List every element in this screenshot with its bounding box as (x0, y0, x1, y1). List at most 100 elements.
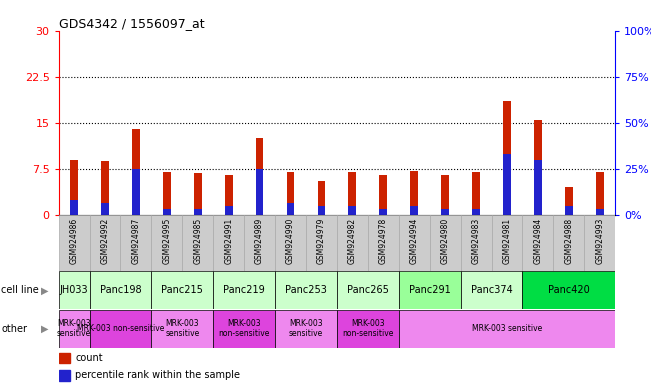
Bar (596, 172, 603, 215)
Text: Panc253: Panc253 (285, 285, 327, 295)
Bar (441, 209, 449, 215)
Text: GSM924978: GSM924978 (379, 218, 388, 264)
Bar (318, 181, 326, 215)
Text: Panc198: Panc198 (100, 285, 141, 295)
Bar (132, 169, 140, 215)
Text: GSM924981: GSM924981 (503, 218, 512, 264)
Bar (430, 215, 460, 271)
Bar (492, 215, 522, 271)
Bar (503, 101, 511, 215)
Bar (101, 161, 109, 215)
Text: GSM924995: GSM924995 (162, 218, 171, 264)
Bar (151, 310, 213, 348)
Bar (337, 310, 398, 348)
Bar (59, 271, 89, 309)
Bar (565, 206, 573, 215)
Bar (89, 215, 120, 271)
Bar (89, 271, 151, 309)
Bar (584, 215, 615, 271)
Text: MRK-003 non-sensitive: MRK-003 non-sensitive (77, 324, 164, 333)
Text: GSM924989: GSM924989 (255, 218, 264, 264)
Text: GDS4342 / 1556097_at: GDS4342 / 1556097_at (59, 17, 204, 30)
Text: MRK-003 sensitive: MRK-003 sensitive (472, 324, 542, 333)
Text: Panc374: Panc374 (471, 285, 512, 295)
Text: Panc215: Panc215 (161, 285, 203, 295)
Bar (89, 310, 151, 348)
Text: GSM924994: GSM924994 (409, 218, 419, 264)
Bar (410, 206, 418, 215)
Bar (398, 310, 615, 348)
Text: percentile rank within the sample: percentile rank within the sample (76, 370, 240, 381)
Bar (460, 271, 522, 309)
Bar (522, 271, 615, 309)
Text: MRK-003
non-sensitive: MRK-003 non-sensitive (342, 319, 393, 338)
Bar (70, 200, 78, 215)
Text: count: count (76, 353, 103, 363)
Bar (286, 172, 294, 215)
Bar (101, 203, 109, 215)
Text: Panc420: Panc420 (548, 285, 590, 295)
Bar (163, 172, 171, 215)
Bar (120, 215, 151, 271)
Bar (306, 215, 337, 271)
Bar (132, 129, 140, 215)
Bar (398, 215, 430, 271)
Bar (194, 209, 202, 215)
Text: MRK-003
sensitive: MRK-003 sensitive (289, 319, 323, 338)
Bar (380, 175, 387, 215)
Bar (534, 160, 542, 215)
Bar (275, 271, 337, 309)
Text: MRK-003
non-sensitive: MRK-003 non-sensitive (219, 319, 270, 338)
Text: GSM924980: GSM924980 (441, 218, 450, 264)
Bar (59, 353, 70, 363)
Text: GSM924982: GSM924982 (348, 218, 357, 264)
Bar (182, 215, 213, 271)
Bar (244, 215, 275, 271)
Bar (194, 173, 202, 215)
Bar (460, 215, 492, 271)
Bar (275, 310, 337, 348)
Bar (225, 206, 232, 215)
Bar (380, 209, 387, 215)
Bar (59, 310, 89, 348)
Bar (213, 310, 275, 348)
Text: cell line: cell line (1, 285, 39, 295)
Bar (151, 271, 213, 309)
Bar (368, 215, 398, 271)
Text: MRK-003
sensitive: MRK-003 sensitive (165, 319, 199, 338)
Bar (59, 215, 89, 271)
Bar (596, 209, 603, 215)
Bar (348, 172, 356, 215)
Text: GSM924984: GSM924984 (533, 218, 542, 264)
Text: GSM924992: GSM924992 (100, 218, 109, 264)
Bar (348, 206, 356, 215)
Bar (522, 215, 553, 271)
Text: GSM924979: GSM924979 (317, 218, 326, 264)
Text: ▶: ▶ (40, 324, 48, 334)
Bar (286, 203, 294, 215)
Text: GSM924990: GSM924990 (286, 218, 295, 264)
Bar (398, 271, 460, 309)
Bar (318, 206, 326, 215)
Bar (503, 154, 511, 215)
Text: GSM924985: GSM924985 (193, 218, 202, 264)
Bar (59, 370, 70, 381)
Bar (70, 160, 78, 215)
Bar (565, 187, 573, 215)
Text: GSM924993: GSM924993 (595, 218, 604, 264)
Text: GSM924991: GSM924991 (224, 218, 233, 264)
Bar (337, 271, 398, 309)
Text: MRK-003
sensitive: MRK-003 sensitive (57, 319, 91, 338)
Bar (472, 209, 480, 215)
Bar (441, 175, 449, 215)
Bar (256, 138, 264, 215)
Text: GSM924983: GSM924983 (471, 218, 480, 264)
Bar (213, 271, 275, 309)
Bar (534, 120, 542, 215)
Bar (337, 215, 368, 271)
Text: GSM924987: GSM924987 (132, 218, 141, 264)
Text: other: other (1, 324, 27, 334)
Text: Panc219: Panc219 (223, 285, 265, 295)
Text: GSM924988: GSM924988 (564, 218, 574, 264)
Bar (472, 172, 480, 215)
